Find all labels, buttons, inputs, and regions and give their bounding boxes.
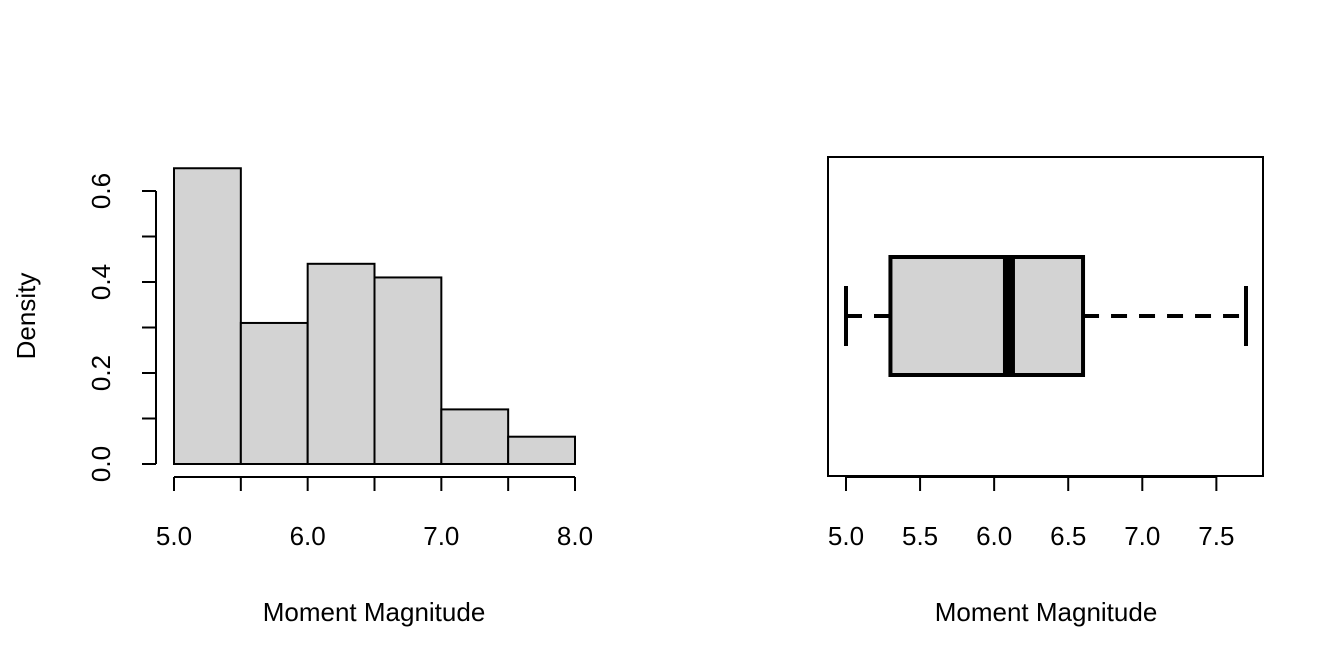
boxplot-x-tick-label: 6.0: [976, 521, 1012, 551]
histogram-bar-3: [306, 262, 376, 465]
boxplot-box: [888, 255, 1086, 377]
histogram-x-tick-label: 6.0: [290, 521, 326, 551]
histogram-y-tick-label: 0.4: [86, 264, 116, 300]
histogram-y-tick-label: 0.6: [86, 173, 116, 209]
boxplot-x-tick-label: 7.0: [1124, 521, 1160, 551]
histogram-bar-4: [373, 276, 443, 466]
histogram-x-tick-label: 8.0: [557, 521, 593, 551]
histogram-x-tick-label: 5.0: [156, 521, 192, 551]
histogram-x-axis: 5.0 6.0 7.0 8.0: [156, 476, 593, 551]
boxplot-marks: [844, 255, 1248, 377]
histogram-bar-2: [239, 321, 309, 466]
histogram-y-axis: 0.0 0.2 0.4 0.6: [86, 173, 157, 482]
histogram-bars: [173, 167, 576, 466]
boxplot-x-axis: 5.0 5.5 6.0 6.5 7.0 7.5: [828, 476, 1234, 551]
boxplot-x-tick-label: 5.5: [902, 521, 938, 551]
boxplot-x-tick-label: 6.5: [1050, 521, 1086, 551]
histogram-x-axis-title: Moment Magnitude: [263, 597, 486, 627]
boxplot-x-tick-label: 5.0: [828, 521, 864, 551]
histogram-bar-1: [173, 167, 242, 465]
histogram-panel: 0.0 0.2 0.4 0.6 5.0 6.0 7.0 8.0 Moment Magnitu…: [11, 167, 593, 627]
histogram-bar-5: [440, 408, 510, 465]
histogram-y-axis-title: Density: [11, 273, 41, 360]
histogram-bar-6: [507, 435, 576, 466]
histogram-y-tick-label: 0.0: [86, 446, 116, 482]
histogram-y-tick-label: 0.2: [86, 355, 116, 391]
histogram-x-tick-label: 7.0: [423, 521, 459, 551]
boxplot-x-axis-title: Moment Magnitude: [935, 597, 1158, 627]
boxplot-panel: 5.0 5.5 6.0 6.5 7.0 7.5 Moment Magnitude: [827, 156, 1264, 627]
boxplot-x-tick-label: 7.5: [1198, 521, 1234, 551]
